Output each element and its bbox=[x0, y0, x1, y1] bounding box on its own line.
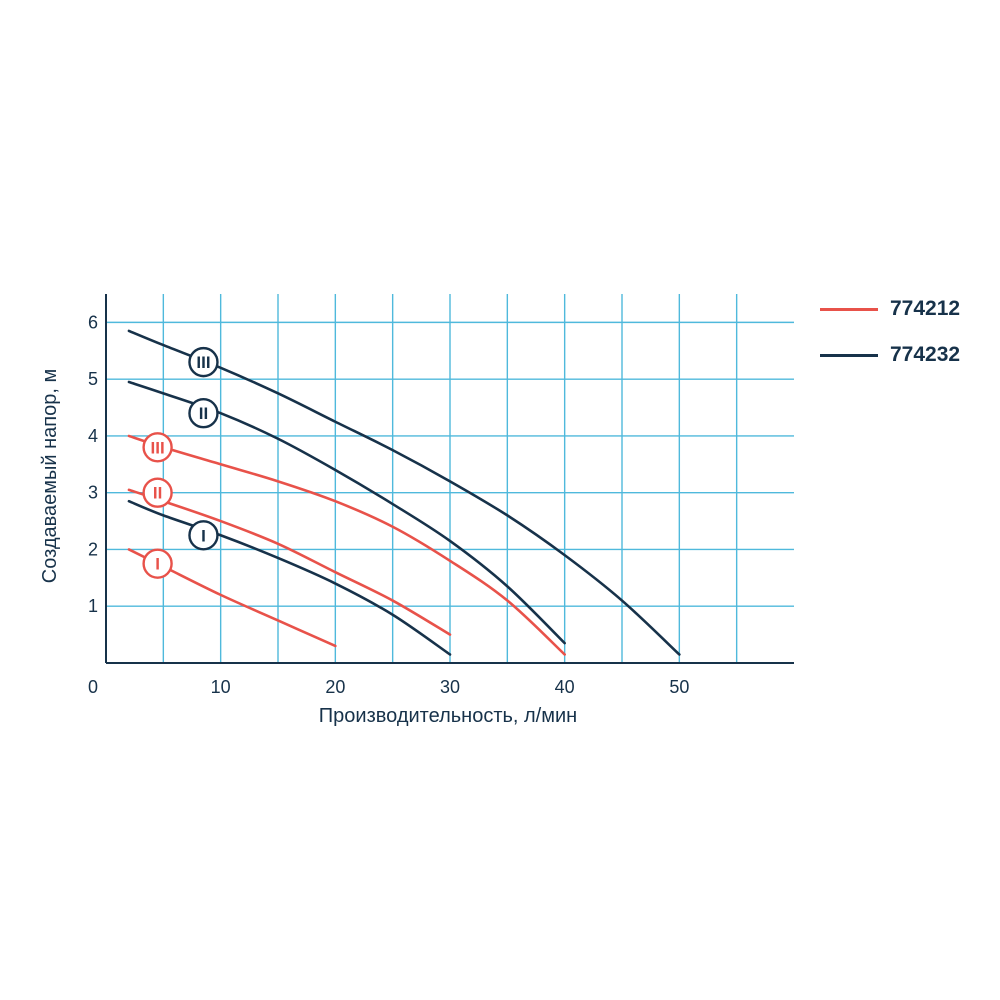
y-tick-label-5: 5 bbox=[88, 369, 98, 389]
x-tick-label-20: 20 bbox=[325, 677, 345, 697]
axes bbox=[105, 294, 794, 664]
legend-label-774232: 774232 bbox=[890, 343, 961, 366]
curve-774232-I bbox=[127, 499, 452, 656]
curve-marker-label-774212-I: I bbox=[155, 555, 160, 574]
y-tick-label-2: 2 bbox=[88, 539, 98, 559]
x-tick-label-50: 50 bbox=[669, 677, 689, 697]
curve-marker-774232-III bbox=[188, 346, 219, 378]
legend-swatch-774212 bbox=[820, 307, 878, 311]
curve-marker-label-774212-III: III bbox=[151, 438, 165, 457]
curve-marker-774212-II bbox=[142, 477, 173, 508]
x-axis-label: Производительность, л/мин bbox=[319, 705, 577, 727]
x-tick-label-40: 40 bbox=[555, 677, 575, 697]
curve-marker-label-774212-II: II bbox=[153, 484, 162, 503]
curve-marker-774232-I bbox=[188, 520, 219, 551]
curve-marker-774212-I bbox=[142, 548, 173, 579]
curve-marker-774232-II bbox=[188, 398, 219, 429]
y-tick-label-1: 1 bbox=[88, 596, 98, 616]
legend-item-774232: 774232 bbox=[820, 332, 960, 378]
curve-marker-label-774232-III: III bbox=[196, 353, 210, 372]
curve-marker-label-774232-II: II bbox=[199, 404, 208, 423]
y-tick-label-6: 6 bbox=[88, 312, 98, 332]
curve-774232-II bbox=[127, 380, 566, 645]
x-tick-label-10: 10 bbox=[211, 677, 231, 697]
grid bbox=[106, 294, 794, 663]
legend: 774212 774232 bbox=[820, 286, 960, 378]
curve-marker-label-774232-I: I bbox=[201, 526, 206, 545]
legend-label-774212: 774212 bbox=[890, 297, 961, 320]
y-tick-label-4: 4 bbox=[88, 426, 98, 446]
y-tick-label-3: 3 bbox=[88, 483, 98, 503]
x-tick-label-0: 0 bbox=[88, 677, 98, 697]
tick-labels: 0 10 20 30 40 50 1 2 3 4 5 6 bbox=[88, 312, 689, 697]
curve-marker-774212-III bbox=[142, 432, 173, 463]
y-axis-label: Создаваемый напор, м bbox=[39, 369, 61, 583]
legend-item-774212: 774212 bbox=[820, 286, 960, 332]
curve-774212-III bbox=[127, 434, 566, 656]
x-tick-label-30: 30 bbox=[440, 677, 460, 697]
legend-swatch-774232 bbox=[820, 353, 878, 357]
